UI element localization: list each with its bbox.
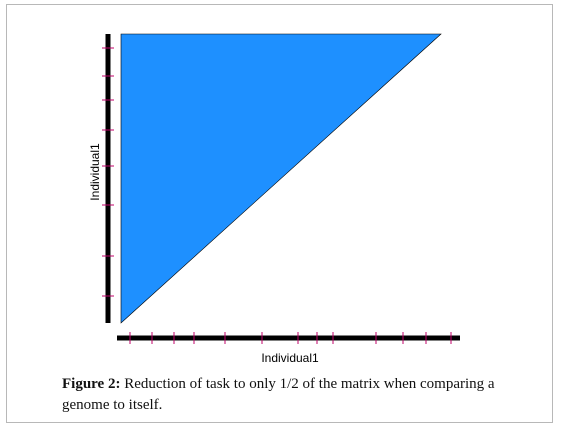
y-axis-label: Individual1	[88, 143, 102, 201]
figure-caption: Figure 2: Reduction of task to only 1/2 …	[62, 374, 532, 416]
caption-label: Figure 2:	[62, 376, 121, 392]
x-axis-label: Individual1	[261, 351, 319, 365]
upper-triangle-matrix	[120, 33, 442, 324]
caption-text: Reduction of task to only 1/2 of the mat…	[62, 376, 495, 413]
y-axis-ticks	[102, 47, 114, 297]
x-axis-ticks	[129, 332, 452, 344]
